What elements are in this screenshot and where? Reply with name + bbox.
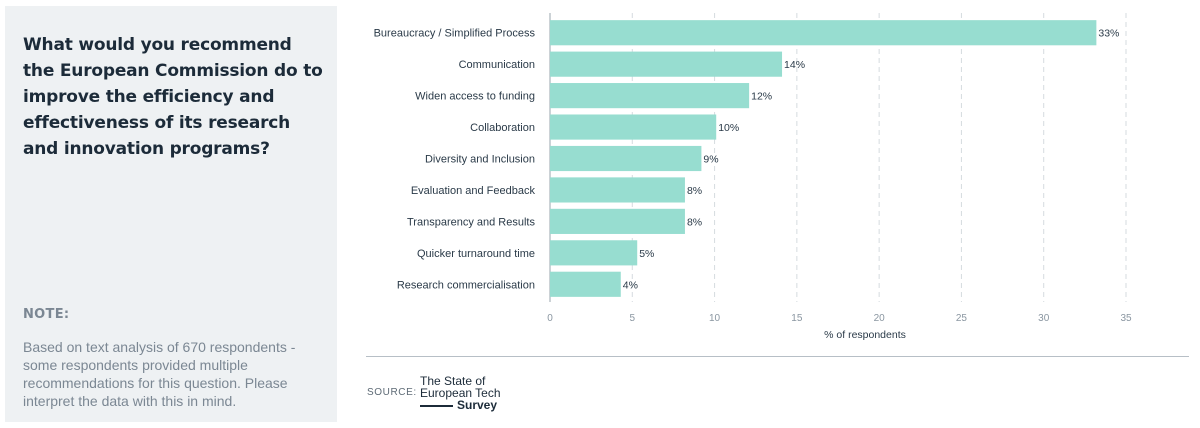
bar	[550, 145, 702, 172]
bar	[550, 83, 750, 109]
footer-divider	[366, 356, 1189, 357]
bar	[550, 177, 685, 203]
category-label: Widen access to funding	[415, 91, 535, 103]
bar	[550, 51, 783, 77]
x-tick-label: 25	[956, 313, 968, 324]
bar	[550, 271, 621, 297]
bar	[550, 240, 638, 266]
category-label: Diversity and Inclusion	[425, 154, 535, 166]
category-label: Quicker turnaround time	[417, 248, 535, 260]
value-label: 10%	[718, 122, 739, 134]
bar	[550, 208, 685, 234]
x-tick-label: 35	[1120, 313, 1132, 324]
bar	[550, 20, 1097, 46]
value-label: 4%	[623, 279, 638, 291]
value-label: 33%	[1098, 28, 1119, 40]
value-label: 5%	[639, 248, 654, 260]
value-label: 8%	[687, 185, 702, 197]
labels: 0 5 10 15 20 25 30 35 Bureaucracy / Simplified P…	[374, 28, 1132, 324]
category-label: Transparency and Results	[407, 216, 535, 228]
x-axis-title: % of respondents	[824, 329, 906, 341]
value-label: 14%	[784, 59, 805, 71]
category-label: Communication	[459, 59, 535, 71]
category-label: Bureaucracy / Simplified Process	[374, 28, 536, 40]
x-tick-label: 30	[1038, 313, 1050, 324]
note-heading: NOTE:	[23, 307, 70, 322]
question-title: What would you recommend the European Co…	[23, 35, 323, 159]
x-tick-label: 0	[547, 313, 553, 324]
source-brand-line3: Survey	[457, 398, 498, 412]
brand-rule	[420, 405, 453, 407]
value-label: 8%	[687, 216, 702, 228]
bar	[550, 114, 717, 140]
category-label: Evaluation and Feedback	[411, 185, 536, 197]
bars	[550, 20, 1097, 297]
value-label: 12%	[751, 91, 772, 103]
x-tick-label: 5	[630, 313, 636, 324]
source-brand-line1: The State of	[420, 374, 486, 388]
note-text: Based on text analysis of 670 respondent…	[23, 339, 296, 409]
source-label: SOURCE:	[367, 387, 417, 398]
category-label: Research commercialisation	[397, 279, 535, 291]
source-logo: The State of European Tech Survey	[420, 375, 530, 411]
category-label: Collaboration	[470, 122, 535, 134]
x-tick-label: 15	[791, 313, 803, 324]
x-tick-label: 10	[709, 313, 721, 324]
side-panel: What would you recommend the European Co…	[5, 6, 337, 422]
x-tick-label: 20	[874, 313, 886, 324]
source-brand-line2: European Tech	[420, 386, 501, 400]
bar-chart: 0 5 10 15 20 25 30 35 Bureaucracy / Simplified P…	[374, 13, 1132, 341]
value-label: 9%	[703, 154, 718, 166]
